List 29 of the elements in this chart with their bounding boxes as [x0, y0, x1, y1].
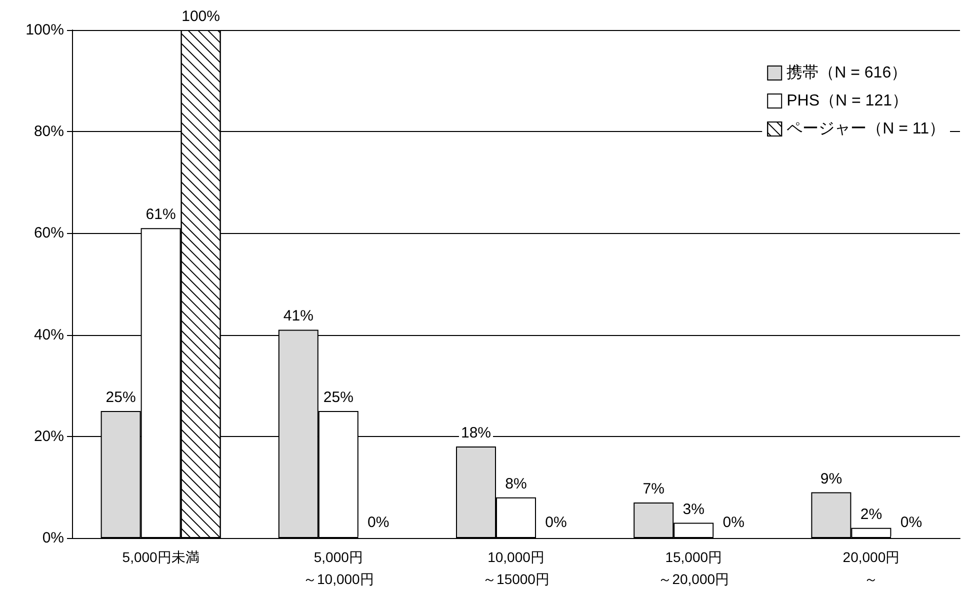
data-label: 25% [106, 389, 136, 406]
data-label: 9% [820, 470, 842, 488]
data-label: 7% [642, 480, 664, 498]
data-label: 2% [860, 506, 882, 523]
x-tick-label: 20,000円～ [842, 549, 900, 587]
y-tick-label: 100% [26, 22, 64, 38]
data-label: 0% [722, 514, 744, 531]
data-label: 25% [323, 389, 354, 406]
y-tick-label: 0% [42, 530, 64, 546]
data-label: 0% [900, 514, 922, 531]
data-label: 61% [146, 206, 176, 224]
legend-label: ページャー（N = 11） [786, 120, 946, 138]
data-label: 3% [682, 500, 704, 518]
data-label: 18% [460, 424, 492, 442]
legend-label: 携帯（N = 616） [786, 64, 908, 82]
y-tick-label: 60% [34, 224, 64, 242]
y-tick-label: 80% [34, 123, 64, 140]
y-tick-label: 40% [34, 326, 64, 344]
data-label: 0% [368, 514, 390, 531]
data-label: 41% [283, 308, 314, 325]
data-label: 0% [545, 514, 567, 531]
data-label: 100% [182, 8, 220, 25]
x-tick-label: 15,000円～20,000円 [658, 549, 730, 587]
x-tick-label: 10,000円～15000円 [482, 549, 550, 587]
legend-label: PHS（N = 121） [786, 92, 908, 110]
x-tick-label: 5,000円～10,000円 [302, 549, 374, 587]
data-label: 8% [505, 475, 527, 492]
y-tick-label: 20% [34, 428, 64, 445]
x-tick-label: 5,000円未満 [122, 549, 200, 565]
